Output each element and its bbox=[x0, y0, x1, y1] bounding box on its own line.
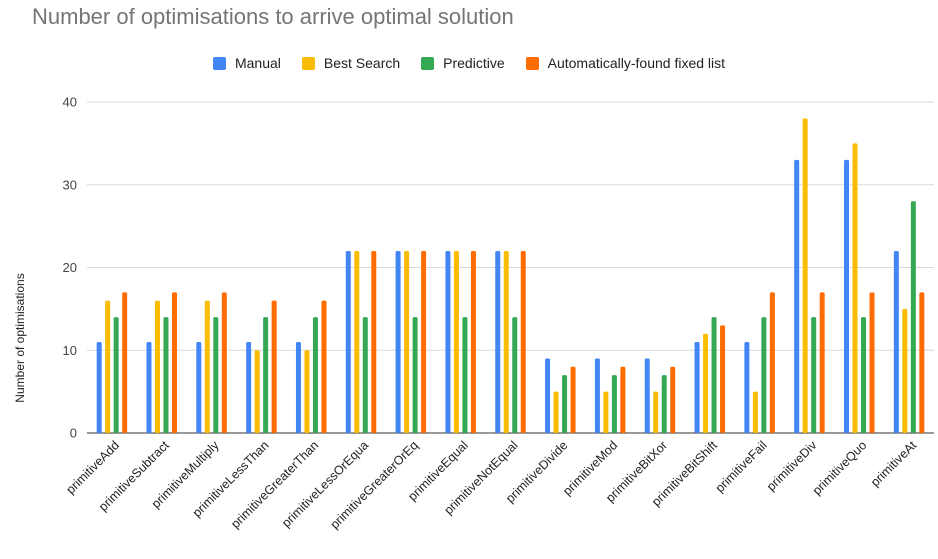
legend-swatch-best-search bbox=[301, 56, 315, 70]
bar bbox=[910, 201, 916, 433]
bar bbox=[321, 300, 327, 433]
bar bbox=[105, 300, 111, 433]
y-tick-labels: 0 10 20 30 40 bbox=[63, 95, 77, 441]
bar bbox=[354, 250, 360, 433]
bar bbox=[861, 317, 867, 433]
bar bbox=[553, 391, 559, 433]
bar bbox=[819, 292, 825, 433]
bar bbox=[761, 317, 767, 433]
bar bbox=[96, 341, 102, 433]
y-tick-label: 10 bbox=[63, 343, 77, 358]
bar bbox=[503, 250, 509, 433]
x-tick-labels: primitiveAddprimitiveSubtractprimitiveMu… bbox=[63, 438, 919, 532]
bar bbox=[263, 317, 269, 433]
bar bbox=[562, 375, 568, 433]
legend-swatch-fixed-list bbox=[525, 56, 539, 70]
bar bbox=[246, 341, 252, 433]
x-tick-label: primitiveQuo bbox=[810, 438, 870, 498]
bar bbox=[794, 159, 800, 434]
gridlines bbox=[87, 101, 934, 434]
bar bbox=[204, 300, 210, 433]
bar bbox=[570, 366, 576, 433]
bar bbox=[312, 317, 318, 433]
legend-item-predictive: Predictive bbox=[421, 55, 505, 71]
bars bbox=[96, 118, 925, 434]
bar bbox=[811, 317, 817, 433]
bar bbox=[703, 333, 709, 433]
bar bbox=[644, 358, 650, 433]
legend-label-predictive: Predictive bbox=[443, 55, 505, 71]
bar bbox=[304, 350, 310, 433]
bar bbox=[711, 317, 717, 433]
legend-item-fixed-list: Automatically-found fixed list bbox=[525, 55, 726, 71]
legend-label-fixed-list: Automatically-found fixed list bbox=[547, 55, 726, 71]
legend-item-manual: Manual bbox=[212, 55, 281, 71]
bar bbox=[495, 250, 501, 433]
legend: Manual Best Search Predictive Automatica… bbox=[0, 55, 938, 71]
bar bbox=[852, 143, 858, 433]
bar bbox=[869, 292, 875, 433]
bar bbox=[802, 118, 808, 434]
bar bbox=[371, 250, 377, 433]
bar bbox=[412, 317, 418, 433]
x-tick-label: primitiveGreaterOrEq bbox=[328, 438, 421, 531]
bar bbox=[171, 292, 177, 433]
x-tick-label: primitiveLessOrEqua bbox=[279, 438, 371, 530]
bar bbox=[512, 317, 518, 433]
bar bbox=[395, 250, 401, 433]
y-tick-label: 20 bbox=[63, 260, 77, 275]
bar bbox=[345, 250, 351, 433]
bar bbox=[661, 375, 667, 433]
legend-swatch-predictive bbox=[421, 56, 435, 70]
legend-label-best-search: Best Search bbox=[323, 55, 401, 71]
bar bbox=[445, 250, 451, 433]
bar bbox=[744, 341, 750, 433]
y-tick-label: 0 bbox=[70, 426, 77, 441]
legend-label-manual: Manual bbox=[234, 55, 281, 71]
x-tick-label: primitiveAt bbox=[868, 438, 920, 490]
bar bbox=[752, 391, 758, 433]
bar bbox=[611, 375, 617, 433]
legend-swatch-manual bbox=[212, 56, 226, 70]
bar bbox=[603, 391, 609, 433]
bar bbox=[221, 292, 227, 433]
bar bbox=[902, 308, 908, 433]
bar bbox=[769, 292, 775, 433]
bar bbox=[670, 366, 676, 433]
y-tick-label: 40 bbox=[63, 95, 77, 110]
bar bbox=[653, 391, 659, 433]
bar bbox=[720, 325, 726, 433]
x-tick-label: primitiveFail bbox=[713, 438, 770, 495]
bar bbox=[453, 250, 459, 433]
bar bbox=[421, 250, 427, 433]
bar bbox=[196, 341, 202, 433]
bar bbox=[154, 300, 160, 433]
x-tick-label: primitiveGreaterThan bbox=[228, 438, 321, 531]
bar bbox=[462, 317, 468, 433]
bar bbox=[362, 317, 368, 433]
bar bbox=[470, 250, 476, 433]
bar bbox=[844, 159, 850, 434]
bar bbox=[146, 341, 152, 433]
bar bbox=[122, 292, 128, 433]
y-tick-label: 30 bbox=[63, 177, 77, 192]
bar bbox=[694, 341, 700, 433]
bar bbox=[620, 366, 626, 433]
bar bbox=[254, 350, 260, 433]
bar bbox=[545, 358, 551, 433]
bar bbox=[113, 317, 119, 433]
bar bbox=[404, 250, 410, 433]
chart-title: Number of optimisations to arrive optima… bbox=[32, 4, 514, 29]
bar bbox=[919, 292, 925, 433]
bar bbox=[295, 341, 301, 433]
bar bbox=[163, 317, 169, 433]
bar bbox=[594, 358, 600, 433]
legend-item-best-search: Best Search bbox=[301, 55, 401, 71]
bar bbox=[213, 317, 219, 433]
bar bbox=[520, 250, 526, 433]
bar bbox=[893, 250, 899, 433]
bar bbox=[271, 300, 277, 433]
